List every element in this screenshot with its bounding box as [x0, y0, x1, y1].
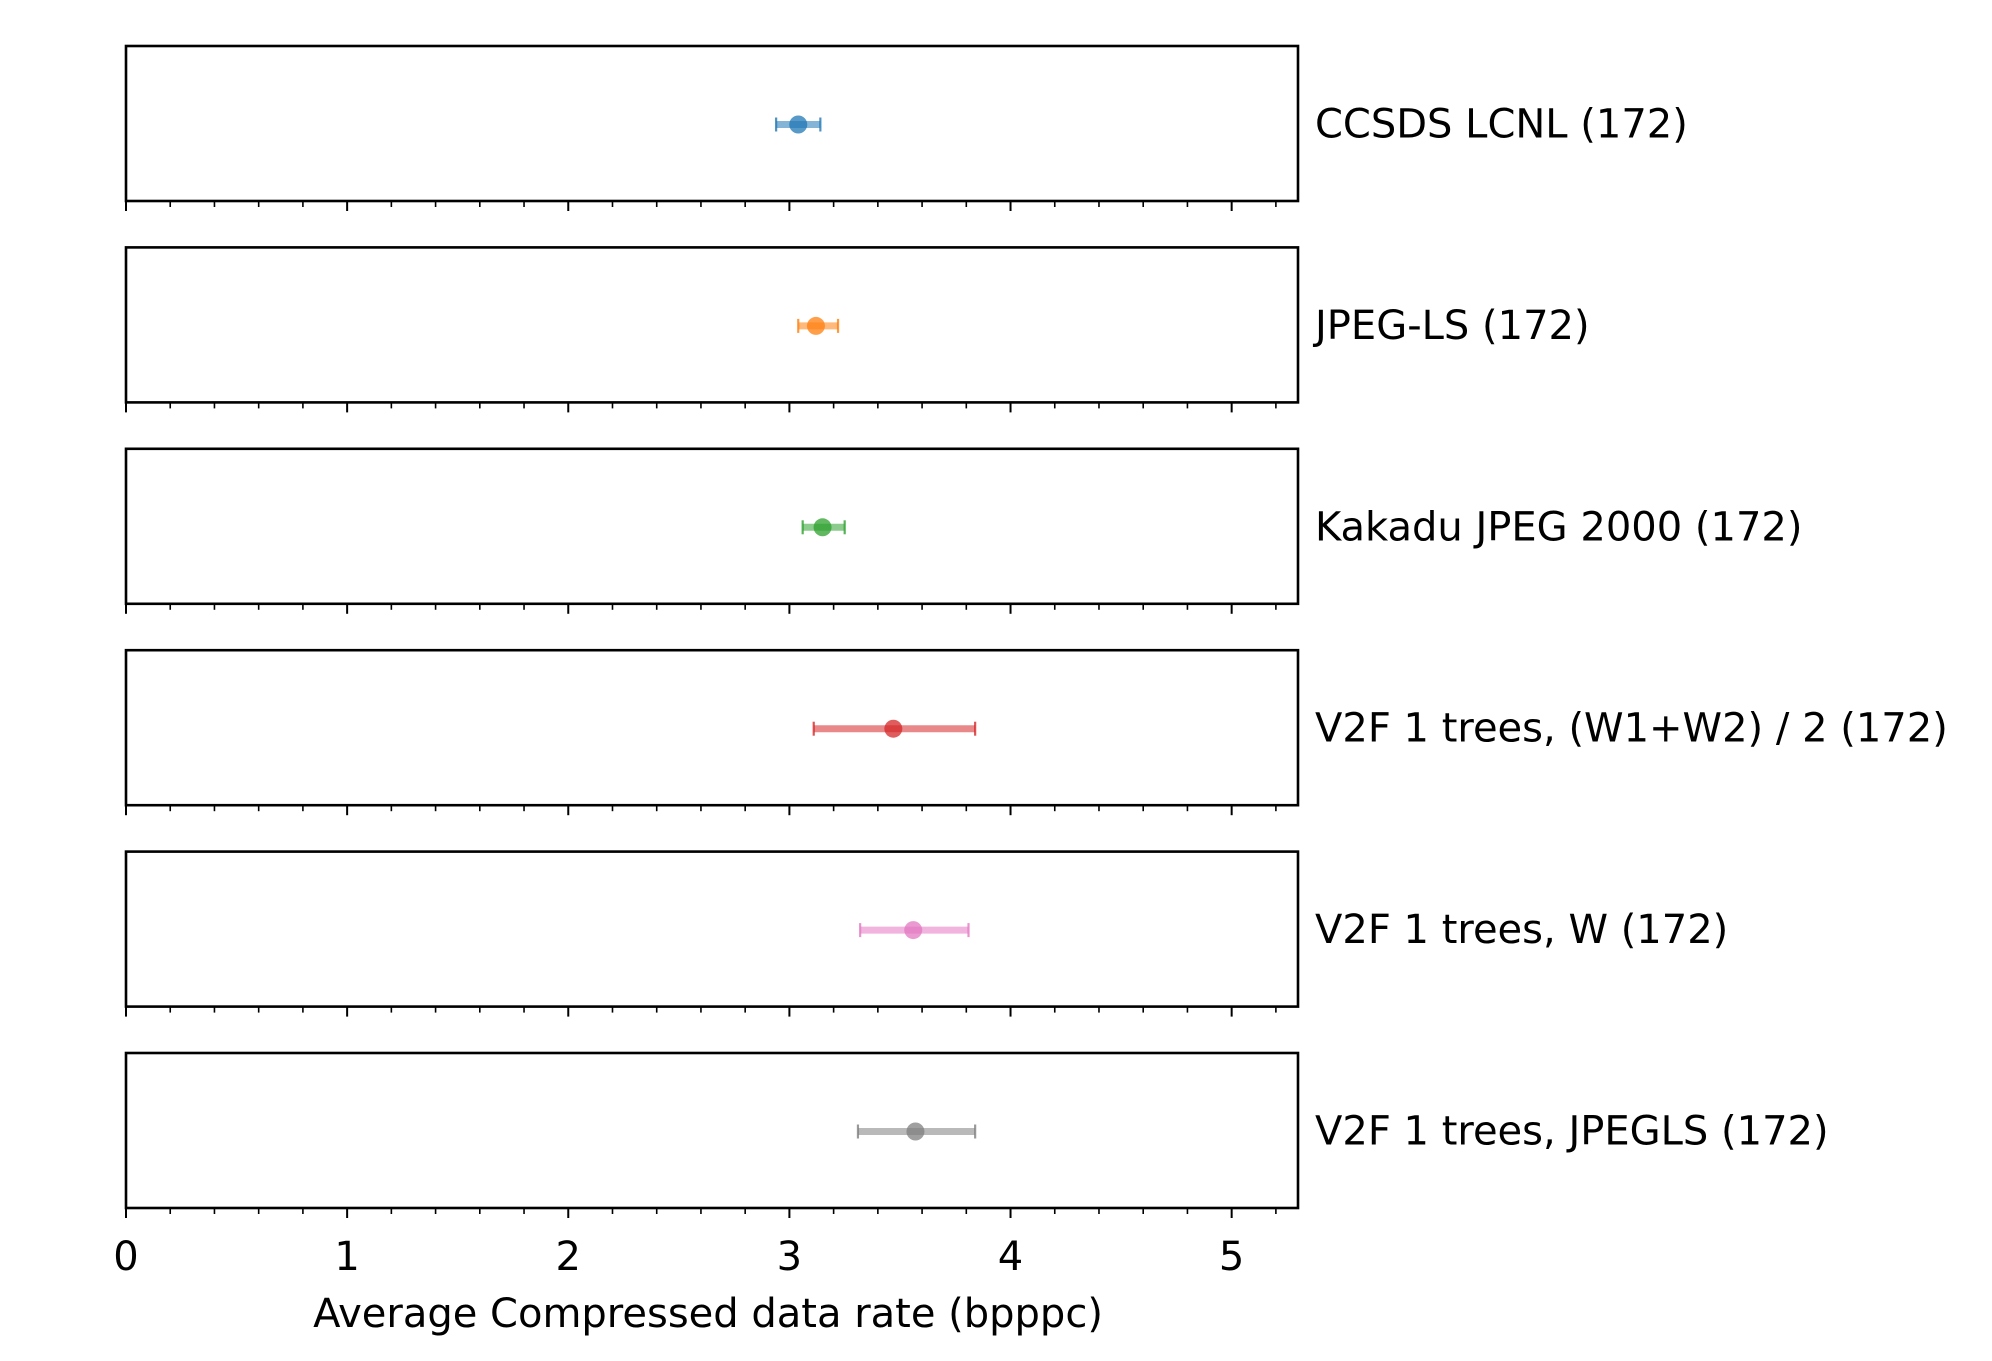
series-label: V2F 1 trees, W (172)	[1315, 907, 1728, 953]
panel-6: V2F 1 trees, JPEGLS (172)	[124, 1051, 1829, 1218]
x-axis-label: Average Compressed data rate (bpppc)	[313, 1291, 1103, 1337]
series-label: V2F 1 trees, (W1+W2) / 2 (172)	[1315, 706, 1948, 752]
panel-frame	[124, 44, 1300, 203]
mean-point	[789, 115, 808, 134]
panel-3: Kakadu JPEG 2000 (172)	[124, 447, 1802, 614]
mean-point	[906, 1122, 925, 1141]
x-tick-label: 0	[113, 1234, 138, 1280]
series-label: V2F 1 trees, JPEGLS (172)	[1315, 1109, 1829, 1155]
x-tick-label: 1	[334, 1234, 359, 1280]
x-tick-label: 5	[1219, 1234, 1244, 1280]
panel-frame	[124, 648, 1300, 807]
panel-frame	[124, 447, 1300, 606]
series-label: Kakadu JPEG 2000 (172)	[1315, 504, 1802, 550]
panel-4: V2F 1 trees, (W1+W2) / 2 (172)	[124, 648, 1948, 816]
mean-point	[806, 316, 825, 335]
mean-point	[813, 518, 832, 537]
series-label: CCSDS LCNL (172)	[1315, 102, 1688, 148]
mean-point	[884, 719, 903, 738]
panel-frame	[124, 246, 1300, 404]
x-tick-label: 4	[998, 1234, 1023, 1280]
panel-5: V2F 1 trees, W (172)	[124, 850, 1728, 1017]
x-tick-label: 2	[556, 1234, 581, 1280]
mean-point	[904, 921, 923, 940]
panels: CCSDS LCNL (172) JPEG-LS (172) Kakadu JPEG…	[124, 44, 1948, 1218]
panel-frame	[124, 1051, 1300, 1210]
x-axis: 0 1 2 3 4 5	[113, 1234, 1244, 1280]
panel-2: JPEG-LS (172)	[124, 246, 1590, 413]
panel-1: CCSDS LCNL (172)	[124, 44, 1688, 211]
series-label: JPEG-LS (172)	[1312, 303, 1590, 349]
panel-frame	[124, 850, 1300, 1008]
x-tick-label: 3	[777, 1234, 802, 1280]
